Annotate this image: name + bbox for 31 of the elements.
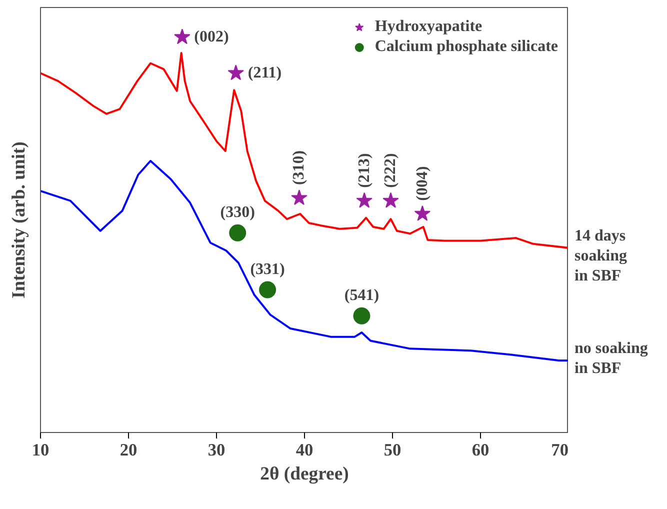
point <box>353 307 370 324</box>
annotation: (310) <box>290 150 308 186</box>
legend-label: Hydroxyapatite <box>374 18 482 36</box>
x-tick-label: 50 <box>384 440 402 460</box>
series-label: no soaking in SBF <box>574 340 648 378</box>
annotation: (004) <box>414 166 431 201</box>
y-axis-title: Intensity (arb. unit) <box>8 141 30 299</box>
x-tick-label: 30 <box>208 440 226 460</box>
annotation: (541) <box>344 286 380 304</box>
x-tick-label: 70 <box>551 440 568 460</box>
point <box>259 281 276 298</box>
point <box>228 64 244 80</box>
x-tick-label: 60 <box>472 440 490 460</box>
annotation: (211) <box>248 64 282 82</box>
annotation: (213) <box>356 153 373 188</box>
legend-label: Calcium phosphate silicate <box>374 38 558 56</box>
annotation: (222) <box>382 153 400 188</box>
x-axis-title: 2θ (degree) <box>260 464 349 484</box>
x-tick-label: 20 <box>120 440 138 460</box>
point <box>382 192 399 208</box>
x-tick-label: 10 <box>32 440 50 460</box>
annotation: (330) <box>220 204 255 221</box>
annotation: (331) <box>250 260 285 278</box>
point <box>229 224 246 242</box>
point <box>291 190 308 206</box>
point <box>174 28 190 44</box>
point <box>356 192 372 208</box>
point <box>414 205 431 221</box>
series-label: 14 days soaking in SBF <box>574 227 627 284</box>
x-tick-label: 40 <box>296 440 314 460</box>
annotation: (002) <box>194 28 229 46</box>
